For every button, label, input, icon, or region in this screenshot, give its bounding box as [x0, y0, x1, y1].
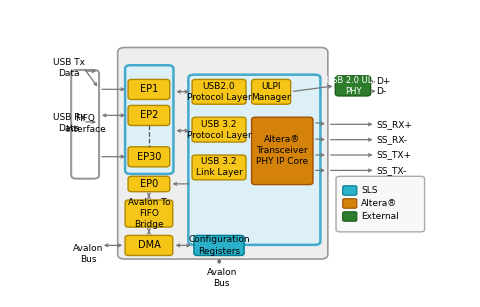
- FancyBboxPatch shape: [125, 235, 173, 255]
- Text: EP1: EP1: [140, 84, 158, 95]
- Text: EP0: EP0: [140, 179, 158, 189]
- FancyBboxPatch shape: [335, 76, 371, 96]
- FancyBboxPatch shape: [192, 117, 246, 142]
- FancyBboxPatch shape: [188, 75, 321, 245]
- Text: SS_RX-: SS_RX-: [376, 135, 408, 144]
- Text: USB Rx
Data: USB Rx Data: [53, 113, 86, 133]
- Text: EP30: EP30: [137, 152, 161, 162]
- FancyBboxPatch shape: [71, 70, 99, 179]
- FancyBboxPatch shape: [336, 176, 424, 232]
- Text: Configuration
Registers: Configuration Registers: [188, 235, 250, 255]
- Text: FIFO
Interface: FIFO Interface: [65, 114, 106, 134]
- FancyBboxPatch shape: [252, 117, 313, 185]
- FancyBboxPatch shape: [128, 147, 170, 167]
- FancyBboxPatch shape: [125, 65, 173, 174]
- Text: SS_TX+: SS_TX+: [376, 150, 411, 160]
- Text: EP2: EP2: [140, 111, 158, 120]
- FancyBboxPatch shape: [194, 235, 244, 255]
- Text: DMA: DMA: [138, 240, 160, 251]
- Text: D-: D-: [376, 87, 386, 96]
- Text: USB 2.0 ULPI
PHY: USB 2.0 ULPI PHY: [326, 76, 380, 96]
- FancyBboxPatch shape: [192, 155, 246, 180]
- Text: SS_RX+: SS_RX+: [376, 120, 412, 129]
- Text: USB 3.2
Link Layer: USB 3.2 Link Layer: [196, 157, 242, 177]
- Text: Altera®: Altera®: [361, 199, 397, 208]
- FancyBboxPatch shape: [252, 80, 290, 104]
- Text: USB Tx
Data: USB Tx Data: [53, 57, 85, 78]
- Text: SS_TX-: SS_TX-: [376, 166, 407, 175]
- Text: D+: D+: [376, 77, 391, 86]
- Text: USB 3.2
Protocol Layer: USB 3.2 Protocol Layer: [187, 119, 252, 140]
- Text: External: External: [361, 212, 399, 221]
- Text: Altera®
Transceiver
PHY IP Core: Altera® Transceiver PHY IP Core: [256, 135, 308, 166]
- FancyBboxPatch shape: [192, 80, 246, 104]
- FancyBboxPatch shape: [118, 48, 328, 259]
- Text: Avalon
Bus: Avalon Bus: [206, 268, 237, 288]
- Text: ULPI
Manager: ULPI Manager: [252, 82, 291, 102]
- FancyBboxPatch shape: [128, 105, 170, 126]
- Text: SLS: SLS: [361, 186, 378, 195]
- FancyBboxPatch shape: [125, 200, 173, 227]
- FancyBboxPatch shape: [128, 80, 170, 99]
- FancyBboxPatch shape: [128, 176, 170, 192]
- FancyBboxPatch shape: [343, 199, 357, 208]
- Text: USB2.0
Protocol Layer: USB2.0 Protocol Layer: [187, 82, 252, 102]
- Text: Avalon To
FIFO
Bridge: Avalon To FIFO Bridge: [128, 198, 170, 229]
- FancyBboxPatch shape: [343, 212, 357, 221]
- Text: Avalon
Bus: Avalon Bus: [72, 243, 103, 264]
- FancyBboxPatch shape: [343, 186, 357, 195]
